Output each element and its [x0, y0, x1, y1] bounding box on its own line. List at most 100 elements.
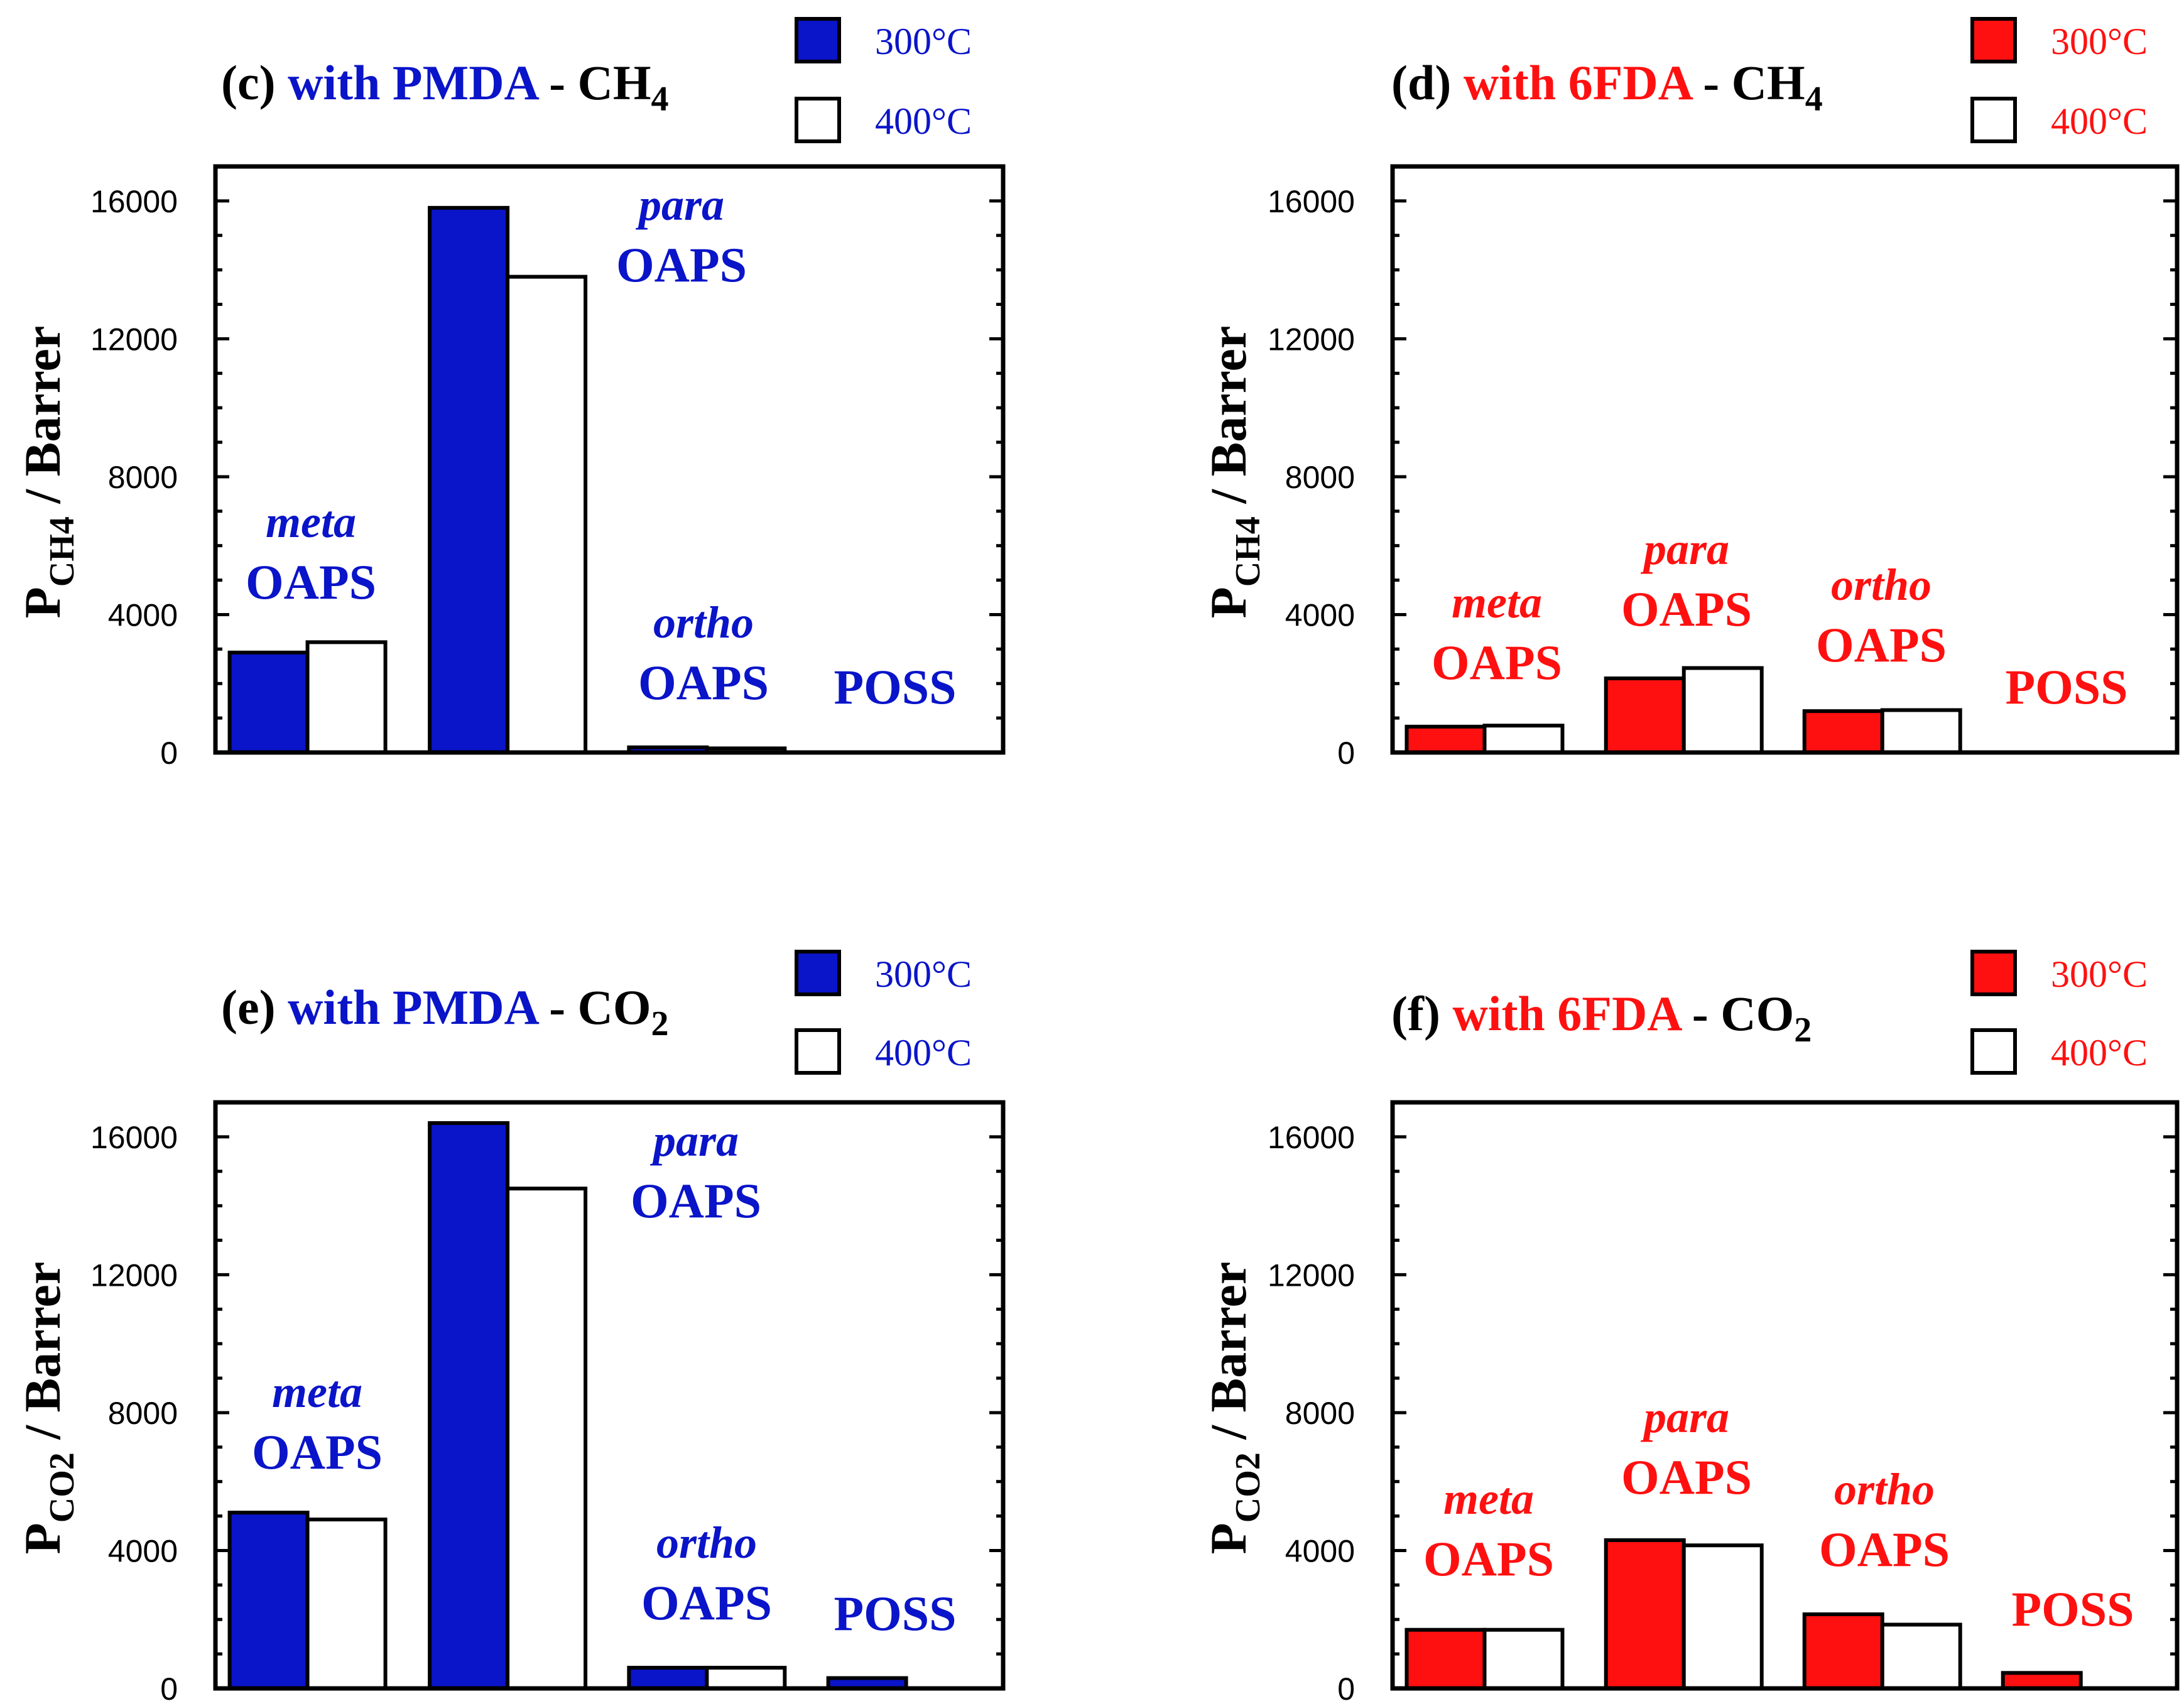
category-label-para: para	[649, 1116, 739, 1166]
bar-meta-oaps-300c	[1404, 1627, 1487, 1690]
y-tick-label: 12000	[1268, 322, 1355, 357]
bar-ortho-oaps-300c	[1802, 1612, 1884, 1690]
legend-swatch-400	[795, 1028, 841, 1075]
legend-label-300: 300°C	[2051, 21, 2148, 62]
y-tick-label: 4000	[1285, 1533, 1355, 1568]
panel-letter: (e)	[221, 980, 288, 1035]
panel-title: (c) with PMDA - CH4	[221, 55, 669, 119]
panel-gas: - CH	[1691, 55, 1805, 110]
bar-meta-oaps-400c	[305, 640, 388, 754]
category-label-oaps: OAPS	[252, 1425, 383, 1479]
y-tick-label: 0	[1337, 736, 1355, 771]
y-axis-label-main: P	[14, 587, 71, 618]
category-label-para: para	[1640, 524, 1729, 574]
bar-meta-oaps-400c	[305, 1518, 388, 1690]
panel-gas: - CO	[1680, 986, 1794, 1041]
panel-with-label: with PMDA	[288, 55, 539, 110]
legend-label-300: 300°C	[875, 21, 972, 62]
y-tick-label: 16000	[90, 1120, 178, 1155]
bar-para-oaps-400c	[1681, 1543, 1764, 1691]
legend-swatch-400	[1970, 97, 2017, 143]
y-axis-label-main: P	[1200, 587, 1257, 618]
panel-gas: - CH	[537, 55, 651, 110]
y-tick-label: 16000	[1268, 1120, 1355, 1155]
panel-letter: (d)	[1391, 55, 1464, 110]
y-tick-label: 0	[1337, 1671, 1355, 1706]
legend-swatch-300	[1970, 950, 2017, 996]
y-tick-label: 0	[160, 1671, 178, 1706]
panel-title: (e) with PMDA - CO2	[221, 980, 669, 1043]
bar-ortho-oaps-400c	[1880, 708, 1962, 755]
y-axis-label-main: P	[1200, 1523, 1257, 1554]
panel-gas-subscript: 2	[651, 1004, 669, 1043]
legend-label-400: 400°C	[875, 101, 972, 142]
legend: 300°C 400°C	[795, 17, 972, 143]
chart-panel-f: 0 4000 8000 12000 16000 meta OAPS para OAPS ortho…	[1200, 950, 2180, 1706]
category-label-poss: POSS	[834, 660, 956, 714]
chart-panel-c: 0 4000 8000 12000 16000 meta OAPS para OAPS ortho…	[14, 17, 1006, 771]
panel-with-label: with 6FDA	[1464, 55, 1693, 110]
category-label-para: para	[635, 180, 724, 230]
y-axis-label-main: P	[14, 1523, 71, 1554]
legend-swatch-300	[795, 17, 841, 63]
legend-swatch-300	[1970, 17, 2017, 63]
category-label-ortho: ortho	[653, 597, 754, 648]
legend-label-400: 400°C	[2051, 1032, 2148, 1073]
y-tick-label: 8000	[1285, 460, 1355, 495]
panel-title: (d) with 6FDA - CH4	[1391, 55, 1823, 119]
bar-ortho-oaps-400c	[705, 1666, 787, 1690]
category-label-oaps: OAPS	[1621, 1450, 1752, 1504]
legend-label-300: 300°C	[875, 954, 972, 995]
bar-para-oaps-300c	[428, 1121, 510, 1691]
y-axis-label-unit: / Barrer	[1200, 326, 1257, 517]
category-label-poss: POSS	[2005, 660, 2127, 714]
y-tick-label: 4000	[1285, 597, 1355, 633]
legend: 300°C 400°C	[795, 950, 972, 1075]
category-label-oaps: OAPS	[1621, 582, 1752, 636]
bar-meta-oaps-400c	[1482, 1627, 1565, 1690]
bar-para-oaps-400c	[506, 274, 588, 754]
y-axis-label-unit: / Barrer	[1200, 1262, 1257, 1453]
panel-letter: (f)	[1391, 986, 1452, 1041]
panel-with-label: with PMDA	[288, 980, 539, 1035]
legend-swatch-400	[795, 97, 841, 143]
y-tick-label: 12000	[1268, 1258, 1355, 1293]
category-label-oaps: OAPS	[1423, 1531, 1554, 1586]
panel-gas: - CO	[537, 980, 651, 1035]
y-axis-label-unit: / Barrer	[14, 326, 71, 517]
bar-para-oaps-400c	[1681, 666, 1764, 754]
chart-panel-d: 0 4000 8000 12000 16000 meta OAPS para OAPS ortho…	[1200, 17, 2180, 771]
category-label-oaps: OAPS	[638, 655, 769, 710]
category-label-ortho: ortho	[1831, 560, 1931, 610]
category-label-poss: POSS	[834, 1586, 956, 1641]
y-axis-label: PCO2 / Barrer	[14, 1262, 82, 1555]
y-axis-label: PCH4 / Barrer	[1200, 326, 1268, 619]
category-label-oaps: OAPS	[1819, 1522, 1950, 1577]
panel-gas-subscript: 2	[1794, 1011, 1812, 1050]
bar-para-oaps-400c	[506, 1187, 588, 1691]
legend-label-400: 400°C	[2051, 101, 2148, 142]
plot-frame	[1390, 1100, 2180, 1691]
legend: 300°C 400°C	[1970, 950, 2148, 1075]
y-tick-label: 4000	[108, 1533, 178, 1568]
bar-meta-oaps-300c	[227, 1511, 310, 1691]
legend-swatch-400	[1970, 1028, 2017, 1075]
y-axis-label-subscript: CO2	[43, 1452, 82, 1523]
category-label-oaps: OAPS	[1816, 617, 1947, 672]
plot-frame	[213, 164, 1006, 755]
chart-panel-e: 0 4000 8000 12000 16000 meta OAPS para OAPS ortho…	[14, 950, 1006, 1706]
legend-swatch-300	[795, 950, 841, 996]
panel-gas-subscript: 4	[651, 80, 669, 119]
bar-meta-oaps-400c	[1482, 724, 1565, 755]
y-tick-label: 8000	[108, 460, 178, 495]
category-label-poss: POSS	[2011, 1582, 2134, 1636]
bar-ortho-oaps-300c	[627, 1666, 709, 1690]
y-tick-label: 16000	[90, 184, 178, 219]
bar-para-oaps-300c	[1604, 1538, 1686, 1690]
y-tick-label: 12000	[90, 322, 178, 357]
y-axis-label-subscript: CO2	[1229, 1452, 1268, 1523]
y-axis-label-subscript: CH4	[1229, 516, 1268, 587]
category-label-oaps: OAPS	[641, 1575, 772, 1630]
y-tick-label: 0	[160, 736, 178, 771]
